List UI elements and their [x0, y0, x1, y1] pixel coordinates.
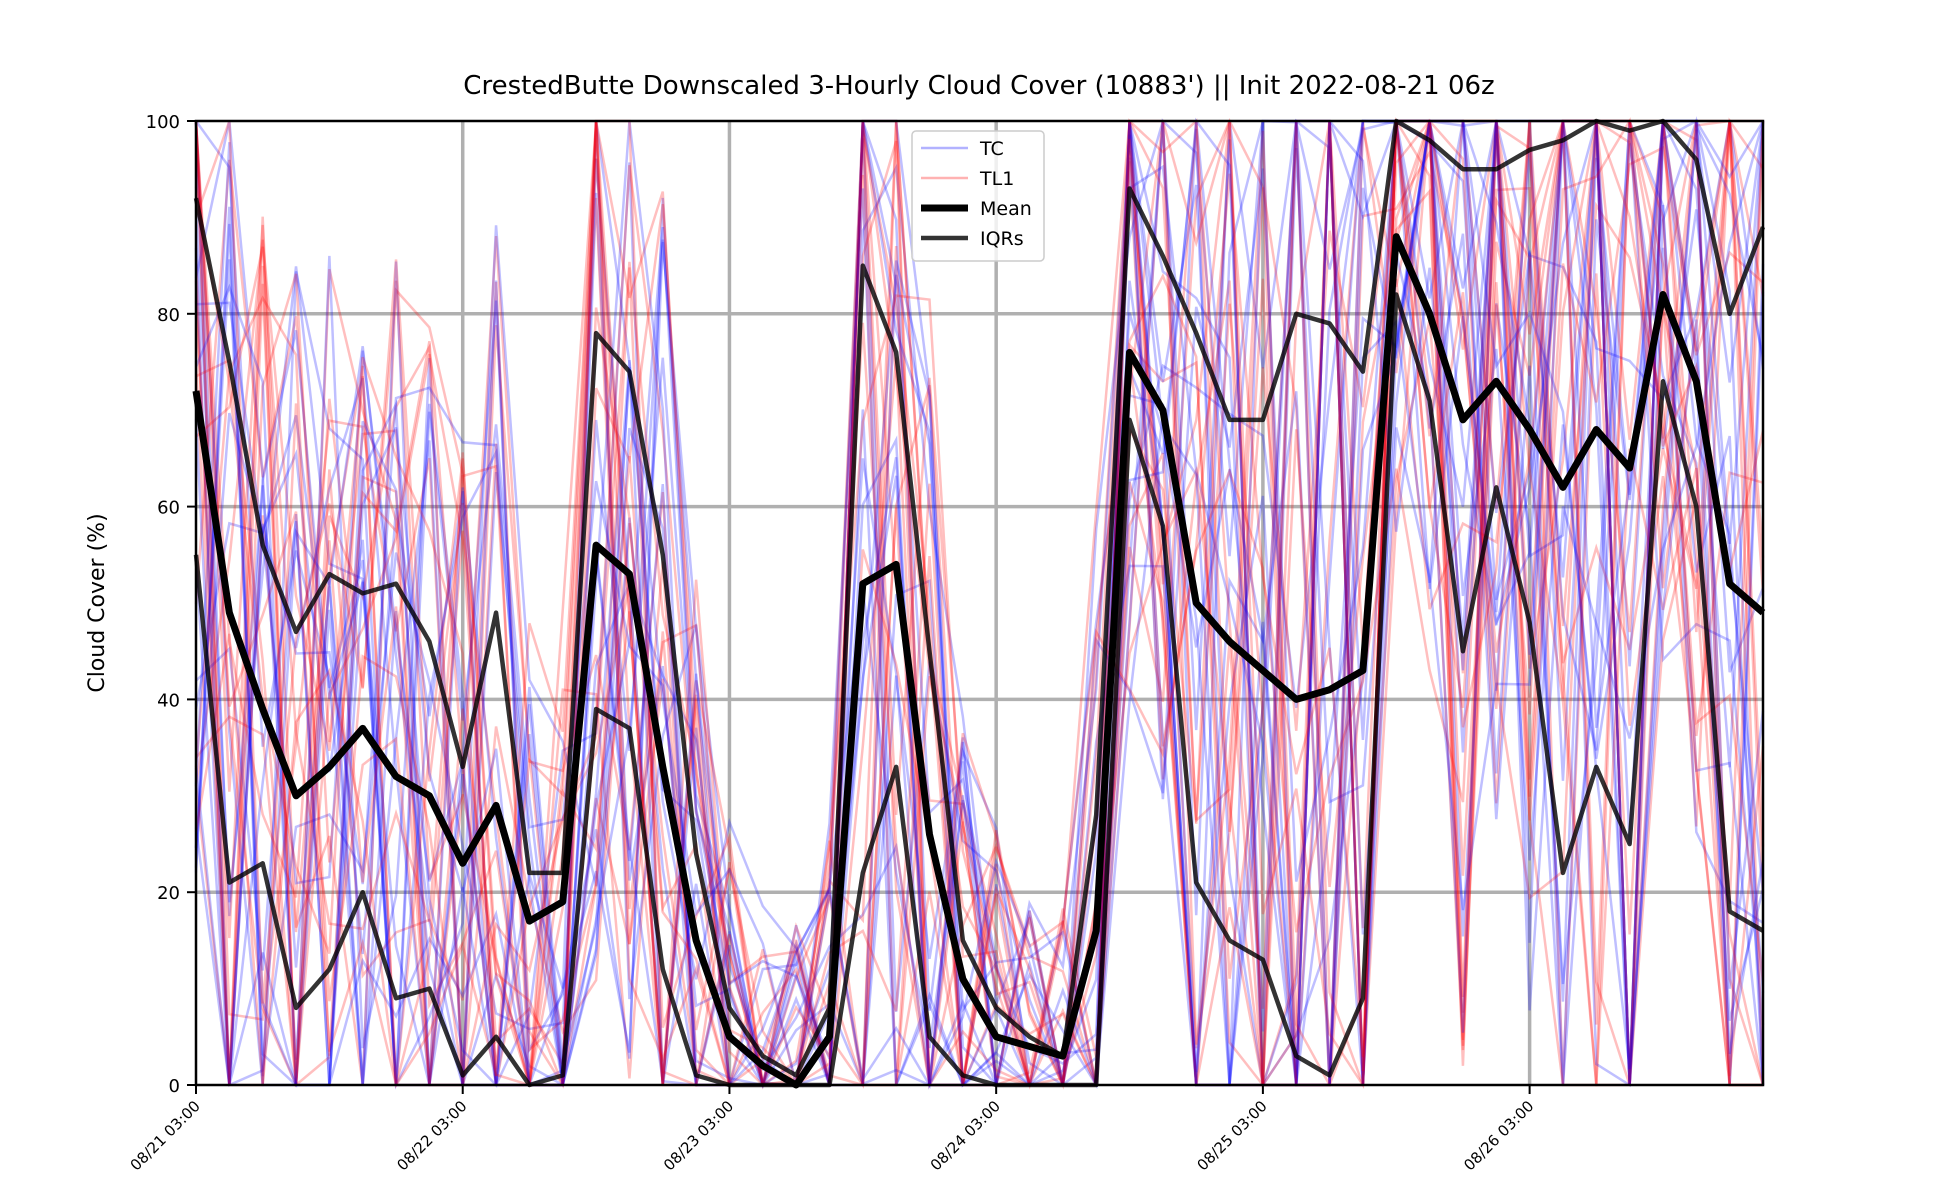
- x-tick-label: 08/24 03:00: [927, 1097, 1004, 1174]
- ensemble-member-line: [195, 120, 1765, 1087]
- y-tick-label: 20: [157, 883, 180, 904]
- ensemble-member-line: [194, 119, 1765, 1088]
- mean-line: [192, 233, 1766, 1089]
- legend-label: TL1: [979, 168, 1014, 190]
- legend-label: TC: [979, 138, 1004, 160]
- y-tick-label: 80: [157, 305, 180, 326]
- ensemble-member-line: [194, 118, 1765, 1087]
- ensemble-member-line: [194, 118, 1765, 1090]
- legend-label: IQRs: [980, 228, 1024, 250]
- ensemble-member-line: [194, 119, 1765, 1090]
- x-tick-label: 08/23 03:00: [660, 1097, 737, 1174]
- y-tick-label: 0: [169, 1076, 180, 1097]
- chart-title: CrestedButte Downscaled 3-Hourly Cloud C…: [463, 71, 1494, 101]
- ensemble-member-line: [194, 119, 1765, 1087]
- ensemble-member-line: [194, 119, 1765, 1088]
- ensemble-member-line: [195, 119, 1763, 1089]
- ensemble-member-line: [194, 117, 1765, 1090]
- y-axis-ticks: 0 20 40 60 80 100: [146, 112, 196, 1097]
- legend-label: Mean: [980, 198, 1032, 220]
- x-tick-label: 08/26 03:00: [1460, 1097, 1537, 1174]
- ensemble-member-line: [194, 120, 1763, 1087]
- x-tick-label: 08/25 03:00: [1193, 1097, 1270, 1174]
- ensemble-member-line: [194, 119, 1765, 1090]
- ensemble-member-line: [194, 119, 1765, 1087]
- y-tick-label: 100: [146, 112, 180, 133]
- ensemble-member-line: [194, 118, 1763, 1087]
- iqr-line-upper: [193, 118, 1766, 1078]
- legend-box: [911, 130, 1045, 262]
- ensemble-member-line: [194, 119, 1765, 1089]
- x-tick-label: 08/21 03:00: [127, 1097, 204, 1174]
- ensemble-member-line: [194, 117, 1765, 1090]
- ensemble-member-line: [194, 119, 1765, 1089]
- ensemble-member-line: [194, 117, 1765, 1089]
- ensemble-member-line: [194, 119, 1765, 1088]
- gridlines: [196, 121, 1763, 1085]
- y-tick-label: 40: [157, 690, 180, 711]
- ensemble-member-line: [194, 120, 1765, 1087]
- ensemble-member-line: [194, 119, 1765, 1087]
- y-axis-label: Cloud Cover (%): [85, 513, 110, 692]
- ensemble-member-line: [194, 120, 1765, 1087]
- ensemble-member-line: [194, 120, 1765, 1089]
- ensemble-member-line: [195, 119, 1765, 1087]
- x-tick-label: 08/22 03:00: [393, 1097, 470, 1174]
- legend: TC TL1 Mean IQRs: [911, 130, 1045, 262]
- x-axis-ticks: 08/21 03:00 08/22 03:00 08/23 03:00 08/24 0…: [127, 1085, 1537, 1174]
- ensemble-member-line: [194, 119, 1765, 1087]
- ensemble-member-line: [194, 116, 1765, 1089]
- iqr-line-lower: [193, 292, 1765, 1088]
- ensemble-members: [194, 116, 1765, 1090]
- ensemble-member-line: [194, 118, 1765, 1087]
- y-tick-label: 60: [157, 498, 180, 519]
- plot-frame: [194, 119, 1765, 1087]
- ensemble-member-line: [194, 119, 1765, 1087]
- ensemble-member-line: [195, 118, 1765, 1090]
- ensemble-member-line: [194, 120, 1764, 1087]
- ensemble-member-line: [194, 120, 1765, 1088]
- statistic-lines: [192, 118, 1766, 1089]
